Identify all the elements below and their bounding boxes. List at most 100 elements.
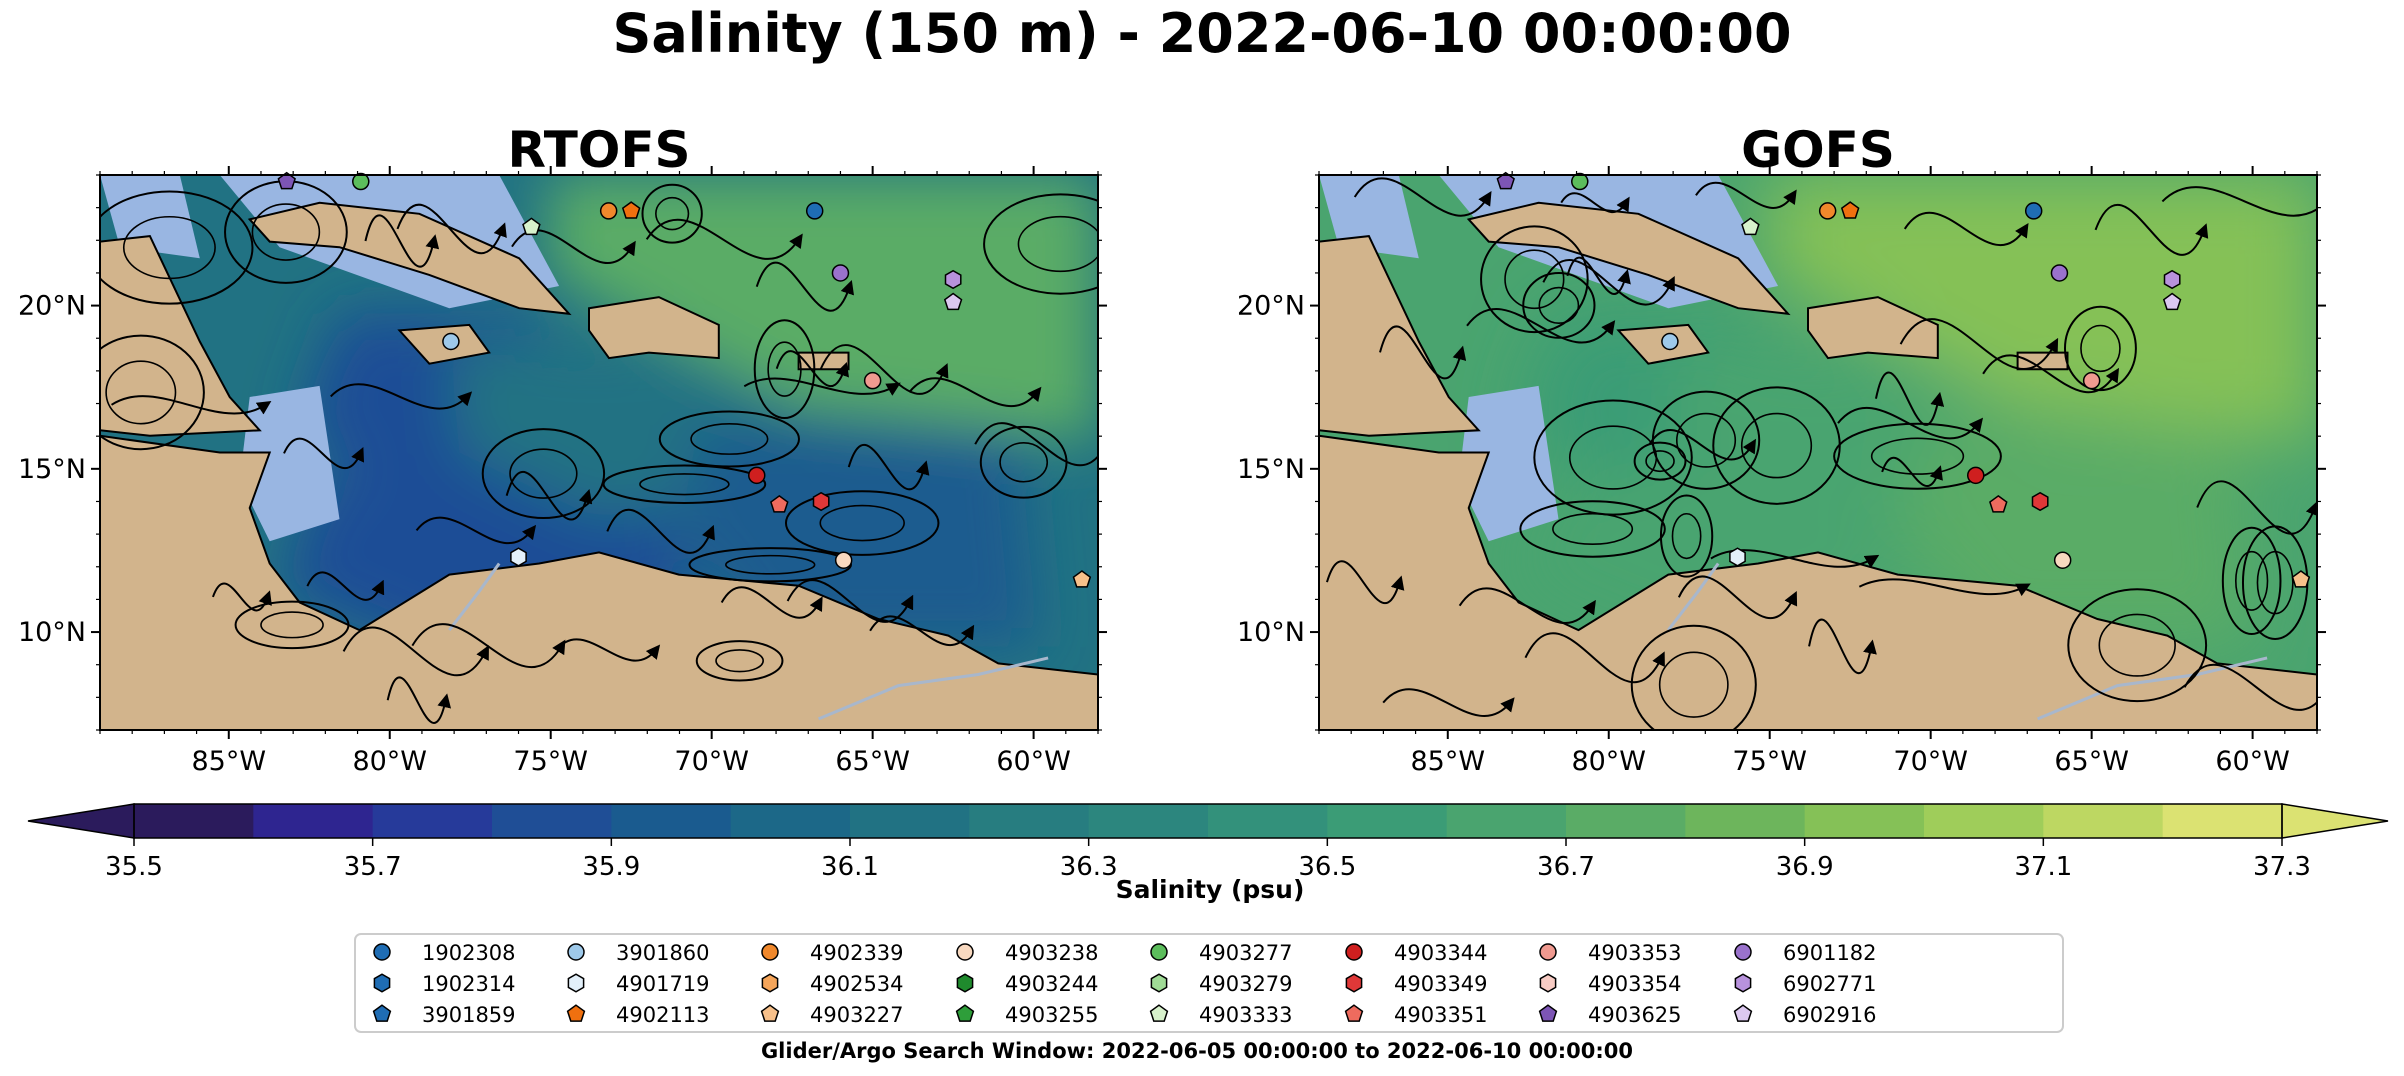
colorbar-swatch <box>1924 804 2044 838</box>
legend-marker-4903625 <box>1538 1004 1558 1022</box>
streamline <box>1379 325 1467 380</box>
x-tick-label: 75°W <box>513 746 588 777</box>
streamline-eddy <box>1017 215 1098 273</box>
legend-label-4903277: 4903277 <box>1199 941 1293 965</box>
streamline <box>2196 480 2317 535</box>
streamline-eddy <box>1519 500 1666 558</box>
legend-label-6902916: 6902916 <box>1783 1003 1877 1027</box>
float-marker-6902771 <box>2163 269 2181 290</box>
land-mass <box>797 351 850 371</box>
current-streamlines <box>100 180 1098 724</box>
float-marker-4903333 <box>1741 217 1760 236</box>
float-marker-4903353 <box>863 371 882 390</box>
streamline <box>2094 203 2209 256</box>
float-marker-4903277 <box>352 172 370 191</box>
legend-marker-1902314 <box>373 973 391 993</box>
colorbar-tick-label: 36.5 <box>1298 852 1356 882</box>
colorbar-tick-label: 37.3 <box>2253 852 2311 882</box>
streamline <box>1677 575 1798 620</box>
streamline <box>283 437 365 470</box>
streamline <box>306 571 385 601</box>
streamline-eddy <box>1675 412 1737 468</box>
colorbar-swatch <box>253 804 374 838</box>
land-mass <box>1319 235 1481 437</box>
legend-marker-4902113 <box>566 1004 586 1022</box>
streamline <box>869 615 975 647</box>
river <box>2037 656 2268 721</box>
float-legend: 1902308 1902314 3901859 3901860 4901719 49021… <box>354 933 2064 1033</box>
colorbar-extend-low <box>27 803 135 839</box>
legend-label-4903279: 4903279 <box>1199 972 1293 996</box>
legend-label-4903625: 4903625 <box>1588 1003 1682 1027</box>
legend-marker-4901719 <box>567 973 585 993</box>
float-marker-4901719 <box>1729 547 1746 567</box>
colorbar-tick-label: 36.9 <box>1776 852 1834 882</box>
streamline <box>1524 632 1665 684</box>
streamline <box>1695 181 1797 209</box>
x-tick-label: 70°W <box>674 746 749 777</box>
streamline-eddy <box>715 649 764 673</box>
x-tick-label: 60°W <box>996 746 1071 777</box>
float-marker-3901860 <box>442 332 460 351</box>
legend-marker-6902916 <box>1733 1004 1753 1022</box>
streamline-eddy <box>1552 512 1634 546</box>
colorbar-swatch <box>1566 804 1686 838</box>
x-tick-label: 85°W <box>1410 746 1485 777</box>
float-marker-4903353 <box>2082 371 2101 390</box>
legend-label-6902771: 6902771 <box>1783 972 1877 996</box>
float-marker-4903351 <box>1989 494 2008 513</box>
streamline-eddy <box>1633 441 1687 481</box>
legend-label-4903244: 4903244 <box>1005 972 1099 996</box>
legend-label-1902308: 1902308 <box>422 941 516 965</box>
streamline <box>342 626 489 677</box>
streamline-eddy <box>2235 550 2269 611</box>
streamline-eddy <box>105 360 177 425</box>
streamline <box>819 344 949 395</box>
streamline-eddy <box>641 183 703 244</box>
y-tick-label: 20°N <box>18 291 86 322</box>
legend-marker-4903344 <box>1345 943 1363 961</box>
float-marker-4903333 <box>522 217 541 236</box>
figure-title: Salinity (150 m) - 2022-06-10 00:00:00 <box>612 2 1791 65</box>
land-mass <box>1807 296 1939 360</box>
streamline-eddy <box>1833 422 2002 490</box>
streamline-eddy <box>658 410 800 468</box>
legend-marker-1902308 <box>373 943 391 961</box>
land-mass <box>588 296 720 360</box>
colorbar-swatch <box>372 804 493 838</box>
float-marker-4902113 <box>1840 201 1860 219</box>
colorbar-tick-label: 35.9 <box>582 852 640 882</box>
streamline-eddy <box>509 448 578 499</box>
streamline <box>415 516 537 545</box>
colorbar-tick-label: 36.7 <box>1537 852 1595 882</box>
colorbar-tick-label: 36.3 <box>1060 852 1118 882</box>
streamline-eddy <box>2080 324 2121 373</box>
streamline-eddy <box>983 193 1098 295</box>
river <box>818 656 1049 721</box>
streamline-eddy <box>1645 450 1675 473</box>
x-tick-label: 75°W <box>1732 746 1807 777</box>
colorbar-tick-label: 35.5 <box>105 852 163 882</box>
colorbar-swatch <box>1088 804 1209 838</box>
streamline-eddy <box>122 215 216 280</box>
rtofs-panel-title: RTOFS <box>507 121 690 179</box>
legend-label-4903344: 4903344 <box>1394 941 1488 965</box>
legend-marker-4903244 <box>956 973 974 993</box>
x-tick-label: 80°W <box>1571 746 1646 777</box>
legend-marker-4903255 <box>955 1004 975 1022</box>
streamline <box>555 638 661 662</box>
legend-marker-4903351 <box>1344 1004 1364 1022</box>
colorbar-swatch <box>1446 804 1567 838</box>
legend-marker-4903349 <box>1345 973 1363 993</box>
streamline <box>330 383 473 410</box>
streamline-eddy <box>481 428 606 520</box>
legend-label-4903238: 4903238 <box>1005 941 1099 965</box>
float-markers <box>1496 171 2311 588</box>
streamline-eddy <box>725 554 816 575</box>
streamline-eddy <box>695 640 784 682</box>
float-marker-6902916 <box>943 292 963 311</box>
shallow-shelf <box>1319 175 1419 259</box>
x-tick-label: 70°W <box>1893 746 1968 777</box>
streamline-eddy <box>602 464 767 504</box>
streamline-eddy <box>1658 651 1729 718</box>
